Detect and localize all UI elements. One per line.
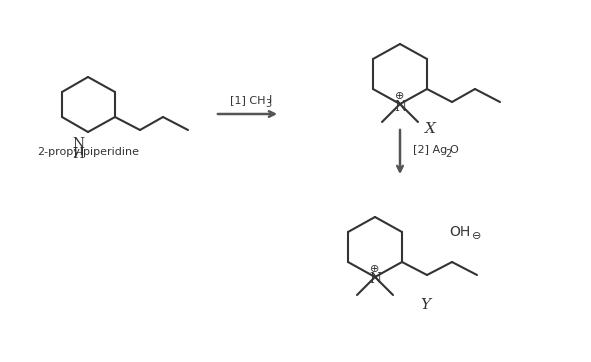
Text: N: N: [72, 137, 84, 151]
Text: X: X: [424, 122, 436, 136]
Text: Y: Y: [420, 298, 430, 312]
Text: ⊕: ⊕: [395, 91, 405, 101]
Text: [2] Ag: [2] Ag: [413, 145, 447, 155]
Text: 2-propylpiperidine: 2-propylpiperidine: [37, 147, 139, 157]
Text: 3: 3: [265, 99, 271, 109]
Text: I: I: [269, 95, 272, 105]
Text: N: N: [394, 100, 406, 114]
Text: H: H: [72, 147, 84, 161]
Text: [1] CH: [1] CH: [230, 95, 266, 105]
Text: OH: OH: [449, 225, 470, 239]
Text: ⊖: ⊖: [472, 231, 482, 241]
Text: ⊕: ⊕: [371, 264, 379, 274]
Text: O: O: [449, 145, 458, 155]
Text: N: N: [369, 272, 381, 286]
Text: 2: 2: [445, 149, 452, 159]
